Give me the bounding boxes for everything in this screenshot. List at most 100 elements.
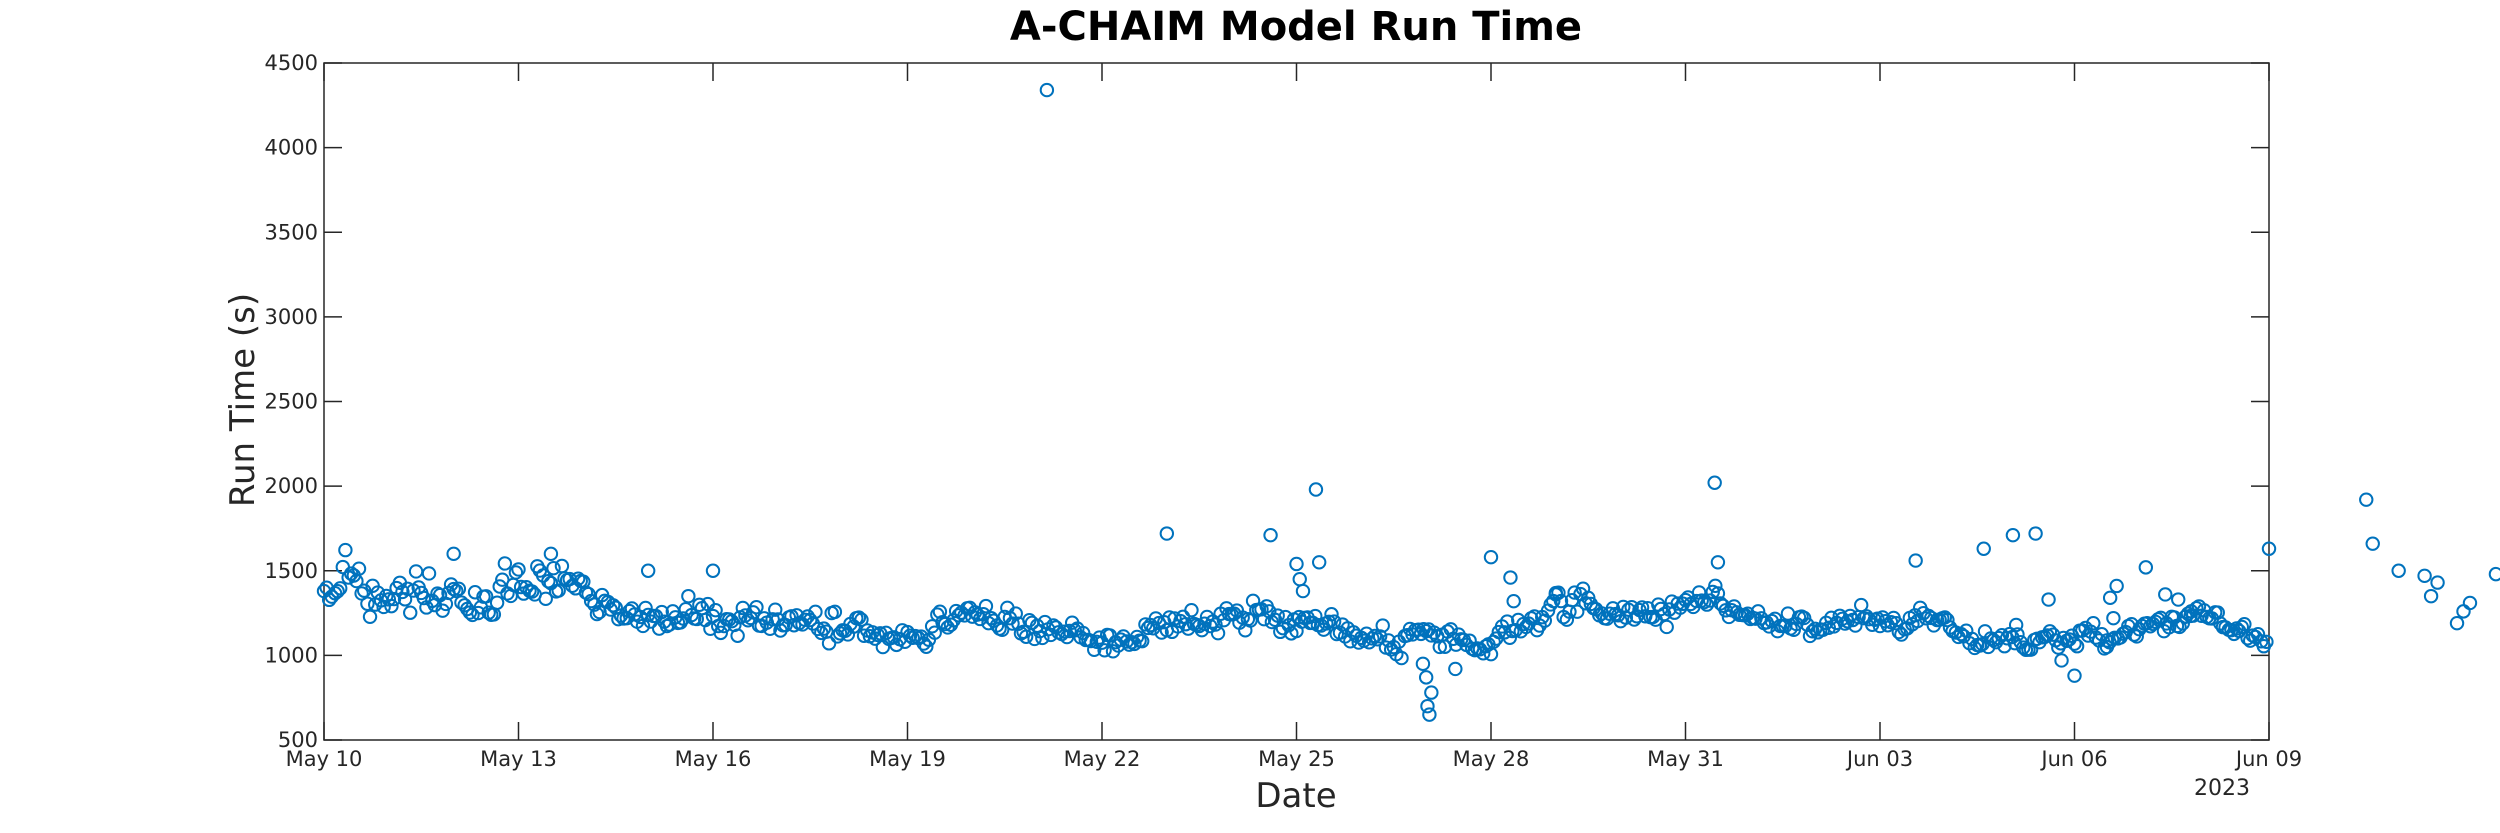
data-point [905, 630, 920, 645]
data-point [1976, 541, 1991, 556]
data-point [403, 605, 418, 620]
y-tick-label: 500 [278, 728, 318, 752]
data-point [932, 604, 948, 619]
data-point [1008, 606, 1023, 621]
data-point [1370, 632, 1385, 647]
data-point [489, 595, 505, 610]
data-point [2158, 587, 2173, 602]
data-point [1367, 628, 1383, 644]
data-point [765, 612, 780, 627]
y-tick-label: 2500 [265, 390, 318, 414]
data-point [1537, 613, 1553, 628]
data-point [554, 558, 570, 574]
data-point [551, 583, 566, 598]
data-point [541, 574, 556, 589]
data-point [1506, 594, 1521, 609]
data-point [1138, 617, 1153, 632]
x-tick-label: May 13 [480, 747, 557, 771]
data-point [2138, 560, 2154, 575]
y-tick-labels: 500 1000 1500 2000 2500 3000 3500 4000 4500 [265, 51, 318, 752]
data-point [1295, 583, 1311, 599]
data-point [2086, 616, 2101, 631]
y-tick-label: 3000 [265, 305, 318, 329]
data-point [400, 581, 415, 597]
data-point [2184, 604, 2199, 619]
data-point [1308, 482, 1324, 497]
data-point [581, 586, 596, 602]
data-point [381, 592, 397, 607]
data-point [1559, 612, 1575, 627]
data-point [1870, 611, 1885, 626]
data-point [1710, 586, 1726, 601]
data-point [2456, 604, 2471, 619]
data-point [1210, 626, 1226, 641]
data-point [446, 546, 461, 562]
data-point [1243, 613, 1258, 628]
data-markers [316, 82, 2500, 722]
data-point [1567, 585, 1582, 600]
data-point [2261, 541, 2277, 556]
data-point [384, 598, 399, 614]
data-point [1503, 570, 1518, 585]
data-point [2237, 617, 2252, 632]
data-point [1796, 610, 1812, 626]
data-point [640, 607, 656, 623]
data-point [2423, 588, 2439, 604]
data-point [1278, 609, 1293, 625]
data-point [1424, 628, 1439, 643]
x-axis-label: Date [1255, 776, 1336, 816]
data-point [1175, 609, 1191, 624]
y-tick-label: 4500 [265, 51, 318, 75]
data-point [2005, 528, 2021, 543]
data-point [1570, 604, 1585, 619]
y-tick-label: 2000 [265, 474, 318, 498]
y-tick-label: 4000 [265, 136, 318, 160]
data-point [724, 613, 740, 629]
x-tick-label: May 22 [1064, 747, 1141, 771]
data-point [1062, 623, 1077, 639]
data-point [2250, 627, 2266, 642]
data-point [1205, 614, 1221, 629]
chart-title: A-CHAIM Model Run Time [1010, 4, 1582, 50]
data-point [1422, 707, 1437, 722]
x-tick-label: May 10 [286, 747, 363, 771]
data-point [816, 621, 832, 636]
data-point [762, 621, 778, 637]
data-point [1707, 475, 1722, 490]
x-tick-label: Jun 09 [2234, 747, 2302, 771]
data-point [821, 636, 837, 651]
data-point [478, 589, 494, 604]
data-point [1483, 550, 1499, 565]
data-point [546, 561, 561, 576]
data-point [808, 604, 823, 620]
data-point [2023, 642, 2039, 657]
data-point [1375, 618, 1390, 633]
data-point [1699, 597, 1715, 612]
data-point [1551, 585, 1566, 600]
data-point [2028, 526, 2043, 541]
data-point [2007, 635, 2023, 651]
data-point [543, 546, 559, 562]
data-point [1697, 594, 1712, 610]
data-point [638, 600, 653, 616]
data-point [421, 566, 437, 581]
data-point [713, 625, 728, 641]
data-point [511, 562, 526, 577]
data-point [2430, 575, 2445, 590]
data-point [1311, 555, 1327, 570]
data-point [1365, 631, 1380, 646]
data-point [1418, 670, 1434, 685]
data-point [524, 584, 540, 599]
y-tick-label: 3500 [265, 220, 318, 244]
data-point [330, 584, 345, 599]
data-point [1083, 633, 1099, 649]
data-point [1918, 611, 1934, 626]
data-point [2010, 627, 2025, 642]
x-tick-label: May 25 [1258, 747, 1335, 771]
data-point [927, 625, 942, 640]
data-point [1037, 614, 1053, 630]
x-tick-label: May 28 [1453, 747, 1530, 771]
x-tick-label: May 31 [1647, 747, 1724, 771]
data-point [1394, 650, 1409, 666]
x-tick-label: May 16 [675, 747, 752, 771]
